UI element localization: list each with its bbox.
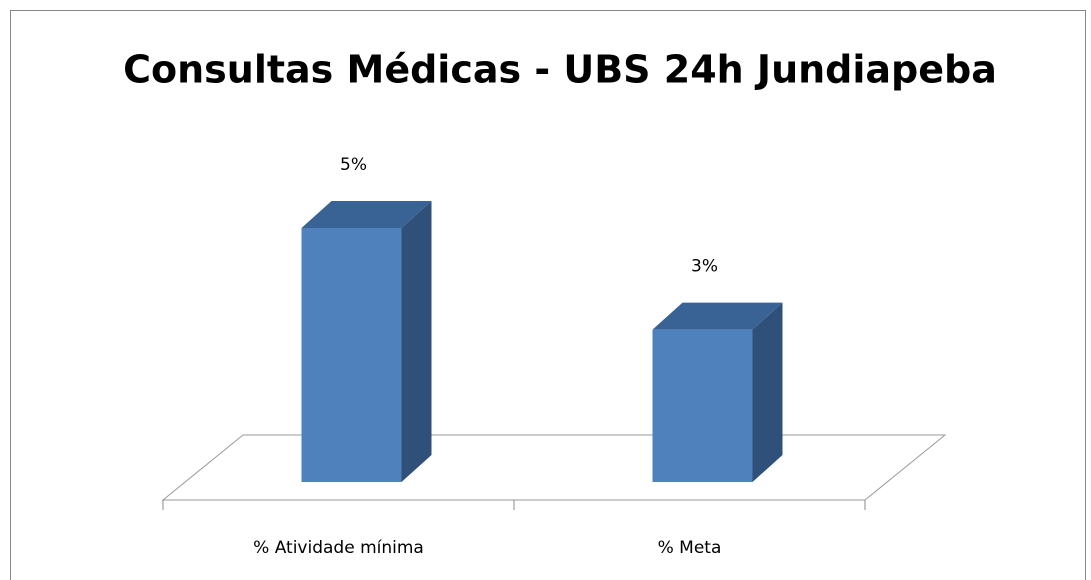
bar — [652, 302, 783, 482]
x-tick-label: % Atividade mínima — [253, 538, 424, 558]
bar-top — [301, 201, 432, 228]
bar — [301, 201, 432, 482]
chart-border — [10, 10, 1086, 580]
x-tick-label: % Meta — [658, 538, 722, 558]
chart-title: Consultas Médicas - UBS 24h Jundiapeba — [123, 48, 997, 92]
bar-side — [752, 302, 783, 482]
bar-front — [652, 329, 753, 482]
floor — [161, 434, 947, 501]
bar-top — [652, 302, 783, 330]
bar-side — [401, 201, 432, 482]
data-label: 5% — [340, 155, 367, 175]
bar-front — [301, 228, 402, 482]
data-label: 3% — [691, 257, 718, 277]
